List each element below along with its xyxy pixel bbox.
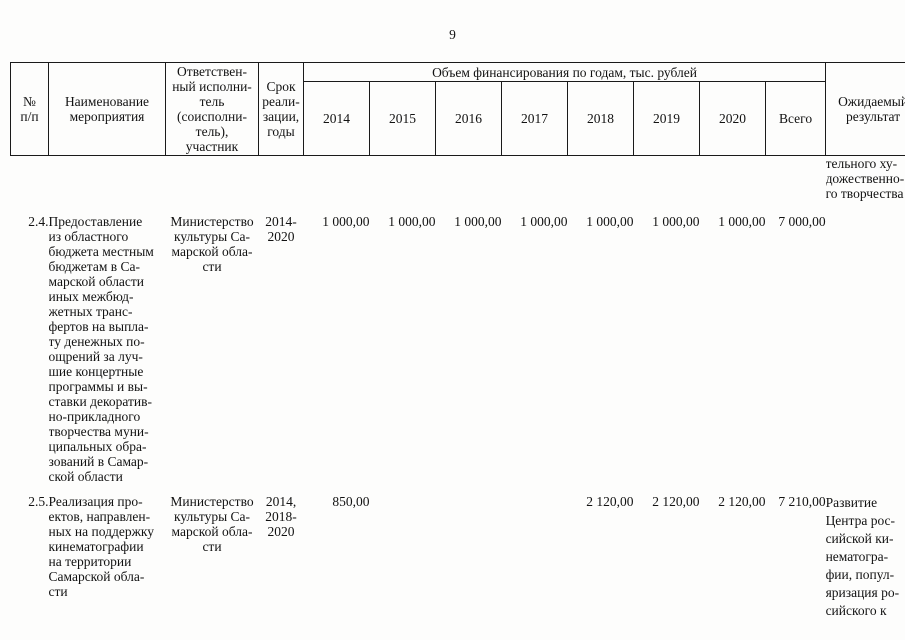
header-year-2016: 2016 [435, 81, 502, 156]
continuation-result-text: тельного ху- дожественно- го творчества [825, 156, 905, 201]
term-cell: 2014- 2020 [265, 214, 297, 244]
activity-name-cell: Реализация про- ектов, направлен- ных на… [48, 494, 155, 599]
result-cell: Развитие Центра рос- сийской ки- нематог… [825, 495, 900, 618]
value-cell-2017 [502, 494, 568, 620]
value-cell-2015 [370, 494, 436, 620]
value-cell-2014: 1 000,00 [322, 214, 370, 229]
header-col-num: № п/п [10, 62, 49, 156]
total-cell: 7 000,00 [778, 214, 826, 229]
header-col-executor: Ответствен- ный исполни- тель (соисполни… [165, 62, 259, 156]
header-year-2017: 2017 [501, 81, 568, 156]
term-cell: 2014, 2018- 2020 [265, 494, 297, 539]
header-financing-title: Объем финансирования по годам, тыс. рубл… [302, 61, 827, 83]
executor-cell: Министерство культуры Са- марской обла- … [170, 214, 254, 274]
value-cell-2018: 2 120,00 [586, 494, 634, 509]
table-row: 2.4. Предоставление из областного бюджет… [11, 214, 905, 494]
value-cell-2020: 2 120,00 [718, 494, 766, 509]
value-cell-2016: 1 000,00 [454, 214, 502, 229]
page-number: 9 [449, 27, 456, 42]
value-cell-2015: 1 000,00 [388, 214, 436, 229]
continuation-spacer [11, 156, 826, 215]
header-col-result: Ожидаемый результат [825, 62, 905, 156]
row-number-cell: 2.5. [28, 494, 49, 509]
header-year-2015: 2015 [369, 81, 436, 156]
executor-cell: Министерство культуры Са- марской обла- … [170, 494, 254, 554]
header-year-2014: 2014 [303, 81, 370, 156]
header-year-2019: 2019 [633, 81, 700, 156]
result-cell [826, 214, 905, 494]
header-year-2020: 2020 [699, 81, 766, 156]
total-cell: 7 210,00 [778, 494, 826, 509]
row-number-cell: 2.4. [28, 214, 49, 229]
activity-name-cell: Предоставление из областного бюджета мес… [48, 214, 154, 484]
header-total: Всего [764, 81, 827, 156]
value-cell-2018: 1 000,00 [586, 214, 634, 229]
value-cell-2019: 2 120,00 [652, 494, 700, 509]
value-cell-2020: 1 000,00 [718, 214, 766, 229]
header-col-name: Наименование мероприятия [48, 62, 166, 156]
header-year-2018: 2018 [567, 81, 634, 156]
table-row: 2.5. Реализация про- ектов, направлен- н… [11, 494, 905, 620]
value-cell-2014: 850,00 [332, 494, 370, 509]
value-cell-2016 [436, 494, 502, 620]
value-cell-2017: 1 000,00 [520, 214, 568, 229]
header-col-term: Срок реали- зации, годы [258, 62, 304, 156]
value-cell-2019: 1 000,00 [652, 214, 700, 229]
financing-table: № п/п Наименование мероприятия Ответстве… [10, 61, 905, 620]
continuation-row: тельного ху- дожественно- го творчества [11, 156, 905, 215]
